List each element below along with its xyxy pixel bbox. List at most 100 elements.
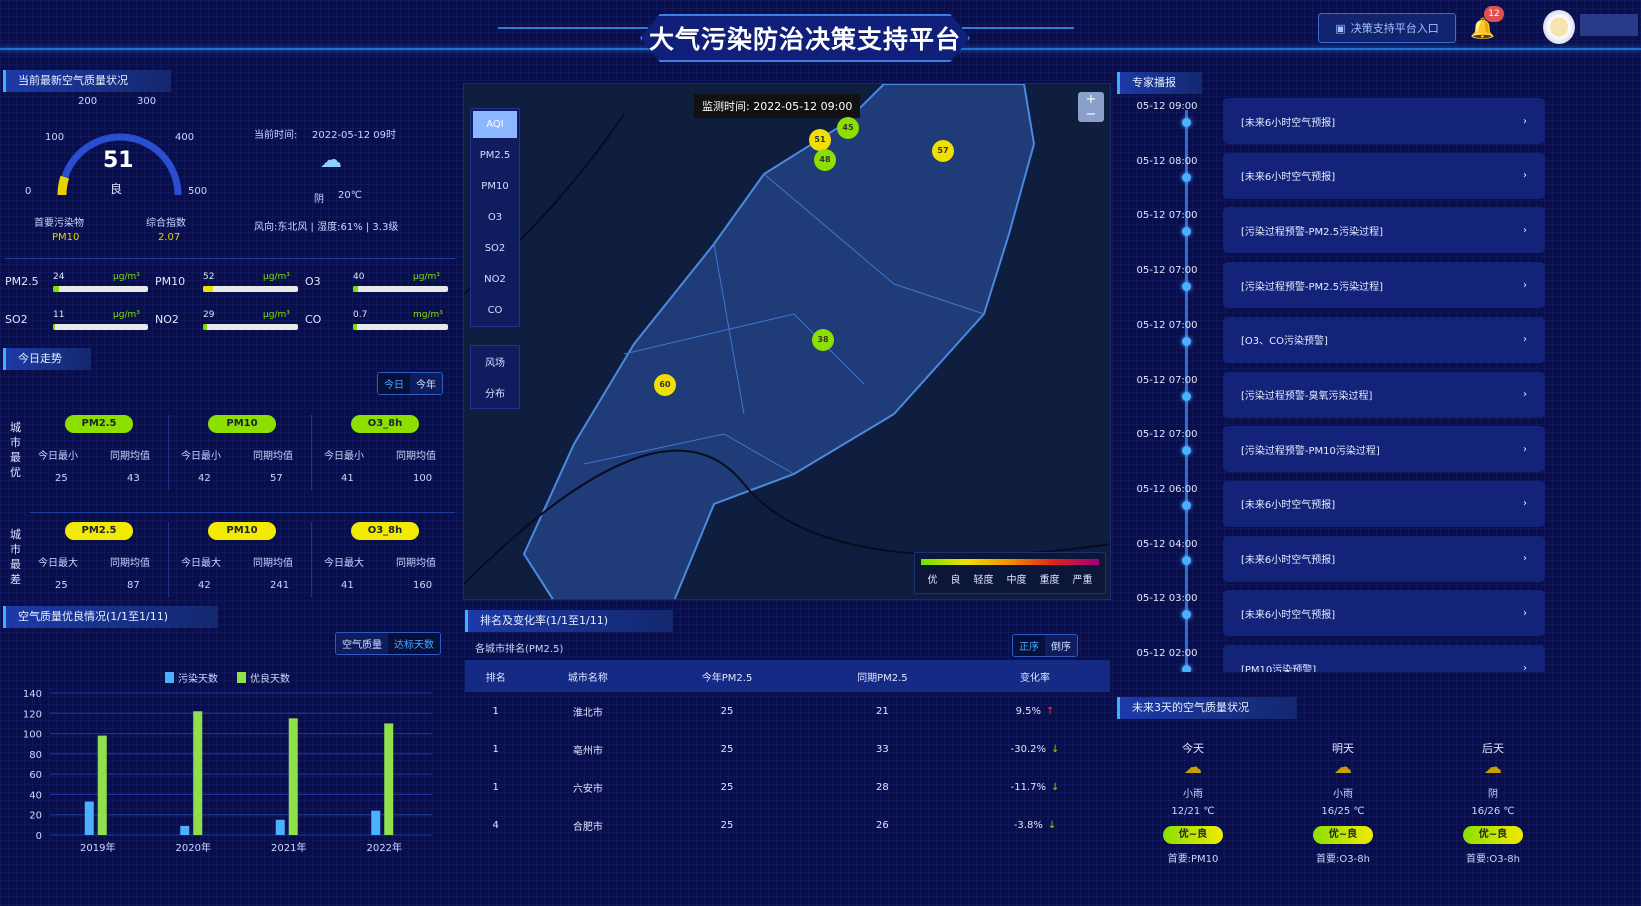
table-row[interactable]: 1 淮北市 25 21 9.5% ↑: [465, 692, 1110, 730]
table-row[interactable]: 4 合肥市 25 26 -3.8% ↓: [465, 806, 1110, 844]
expert-report-item[interactable]: [未来6小时空气预报] ›: [1223, 152, 1545, 199]
pollutant-bar: [353, 286, 448, 292]
stat-label: 今日最小: [181, 451, 221, 462]
report-title: [未来6小时空气预报]: [1241, 117, 1336, 129]
expert-report-item[interactable]: [未来6小时空气预报] ›: [1223, 98, 1545, 144]
report-title: [污染过程预警-PM2.5污染过程]: [1241, 226, 1383, 238]
aqi-marker[interactable]: 51: [809, 129, 831, 151]
pollutant-name: PM10: [155, 275, 186, 288]
table-cell: 28: [805, 768, 960, 806]
bar-good-days: [193, 711, 203, 835]
expert-report-item[interactable]: [污染过程预警-PM2.5污染过程] ›: [1223, 262, 1545, 309]
pollutant-bar-fill: [53, 324, 55, 330]
stat-value: 25: [55, 580, 68, 591]
expert-report-item[interactable]: [污染过程预警-PM2.5污染过程] ›: [1223, 207, 1545, 254]
pollutant-value: 24: [53, 272, 65, 282]
expert-report-item[interactable]: [污染过程预警-PM10污染过程] ›: [1223, 426, 1545, 473]
report-title: [未来6小时空气预报]: [1241, 500, 1336, 512]
pollutant-menu-item[interactable]: SO2: [484, 243, 506, 254]
trend-toggle: 今日 今年: [377, 372, 443, 395]
aqi-marker[interactable]: 45: [837, 117, 859, 139]
timeline-time: 05-12 09:00: [1136, 101, 1198, 112]
legend-level: 中度: [1006, 575, 1027, 586]
timeline-dot: [1182, 555, 1191, 565]
chevron-right-icon: ›: [1523, 498, 1527, 510]
toggle-asc[interactable]: 正序: [1013, 635, 1045, 656]
table-row[interactable]: 1 亳州市 25 33 -30.2% ↓: [465, 730, 1110, 768]
expert-report-item[interactable]: [未来6小时空气预报] ›: [1223, 535, 1545, 582]
pollutant-menu-item[interactable]: PM10: [481, 181, 509, 192]
arrow-down-icon: ↓: [1051, 781, 1060, 793]
stat-label: 同期均值: [253, 451, 293, 462]
timeline-time: 05-12 07:00: [1136, 429, 1198, 441]
pollutant-value: 52: [203, 272, 215, 282]
aqi-marker[interactable]: 57: [932, 140, 954, 162]
aqi-marker[interactable]: 48: [814, 149, 836, 171]
layer-menu-item[interactable]: 分布: [485, 389, 505, 400]
title-decoration-left: [498, 27, 648, 29]
x-tick-label: 2021年: [271, 841, 306, 854]
user-name[interactable]: [1580, 14, 1638, 36]
pollutant-bar-fill: [53, 286, 59, 292]
pollutant-bar: [53, 324, 148, 330]
ranking-table: 排名 城市名称 今年PM2.5 同期PM2.5 变化率 1 淮北市 25 21 9.5% ↑ 1 亳州市…: [465, 660, 1110, 844]
table-cell: 25: [649, 692, 804, 730]
gauge-tick: 200: [78, 96, 98, 107]
aqi-level: 良: [110, 182, 123, 196]
bar-polluted-days: [180, 825, 190, 835]
timeline-dot: [1182, 282, 1191, 292]
aqi-marker[interactable]: 60: [654, 374, 676, 396]
stat-value: 42: [198, 580, 211, 591]
toggle-year[interactable]: 今年: [410, 373, 442, 394]
gauge-fill: [57, 175, 70, 196]
expert-report-item[interactable]: [O3、CO污染预警] ›: [1223, 316, 1545, 363]
toggle-today[interactable]: 今日: [378, 373, 410, 394]
timeline-time: 05-12 03:00: [1136, 593, 1198, 605]
pollutant-menu-item[interactable]: PM2.5: [479, 150, 511, 161]
layer-menu-item[interactable]: 风场: [485, 358, 505, 369]
report-title: [PM10污染预警]: [1241, 664, 1317, 673]
zoom-in-button[interactable]: +: [1085, 92, 1097, 107]
map-view[interactable]: 监测时间: 2022-05-12 09:00 + − 51 45 48 57 38 60 优…: [463, 83, 1111, 600]
forecast-weather: 小雨: [1333, 789, 1353, 800]
aqi-marker[interactable]: 38: [812, 329, 834, 351]
expert-timeline[interactable]: 05-12 09:00 [未来6小时空气预报] › 05-12 08:00 [未来6小时…: [0, 0, 1641, 672]
pollutant-menu-item[interactable]: AQI: [473, 111, 517, 138]
table-row[interactable]: 1 六安市 25 28 -11.7% ↓: [465, 768, 1110, 806]
y-tick-label: 60: [29, 770, 42, 781]
cell-text: 1: [492, 743, 499, 755]
stat-label: 同期均值: [396, 558, 436, 569]
pollutant-menu-item[interactable]: O3: [487, 212, 503, 223]
toggle-standard-days[interactable]: 达标天数: [388, 633, 440, 654]
table-cell: 26: [805, 806, 960, 844]
chevron-right-icon: ›: [1523, 553, 1527, 565]
pollutant-menu-item[interactable]: NO2: [484, 274, 506, 285]
report-title: [污染过程预警-PM2.5污染过程]: [1241, 281, 1383, 293]
expert-report-item[interactable]: [未来6小时空气预报] ›: [1223, 590, 1545, 637]
y-tick-label: 120: [23, 709, 42, 720]
cell-text: 4: [492, 819, 499, 831]
toggle-desc[interactable]: 倒序: [1045, 635, 1077, 656]
trend-row-label: 城市最优: [10, 421, 21, 479]
portal-entry-button[interactable]: ▣ 决策支持平台入口: [1318, 13, 1456, 43]
stat-label: 同期均值: [253, 558, 293, 569]
layer-menu: 风场 分布: [470, 345, 520, 409]
expert-report-item[interactable]: [未来6小时空气预报] ›: [1223, 480, 1545, 527]
pollutant-bar-fill: [203, 286, 213, 292]
stat-value: 25: [55, 473, 68, 484]
card-divider: [168, 415, 169, 490]
forecast-primary: 首要:O3-8h: [1466, 854, 1520, 865]
timeline-line: [1185, 110, 1188, 670]
pollutant-menu-item[interactable]: CO: [487, 305, 503, 316]
aqi-legend: 优 良 轻度 中度 重度 严重: [914, 552, 1106, 594]
report-title: [未来6小时空气预报]: [1241, 172, 1336, 184]
expert-report-item[interactable]: [PM10污染预警] ›: [1223, 645, 1545, 672]
avatar[interactable]: [1543, 10, 1575, 44]
region-shape: [522, 84, 1036, 599]
table-cell: 淮北市: [526, 692, 649, 730]
toggle-air-quality[interactable]: 空气质量: [336, 633, 388, 654]
expert-report-item[interactable]: [污染过程预警-臭氧污染过程] ›: [1223, 371, 1545, 418]
forecast-day: 后天: [1482, 742, 1504, 755]
divider: [30, 512, 455, 513]
zoom-out-button[interactable]: −: [1085, 107, 1097, 122]
